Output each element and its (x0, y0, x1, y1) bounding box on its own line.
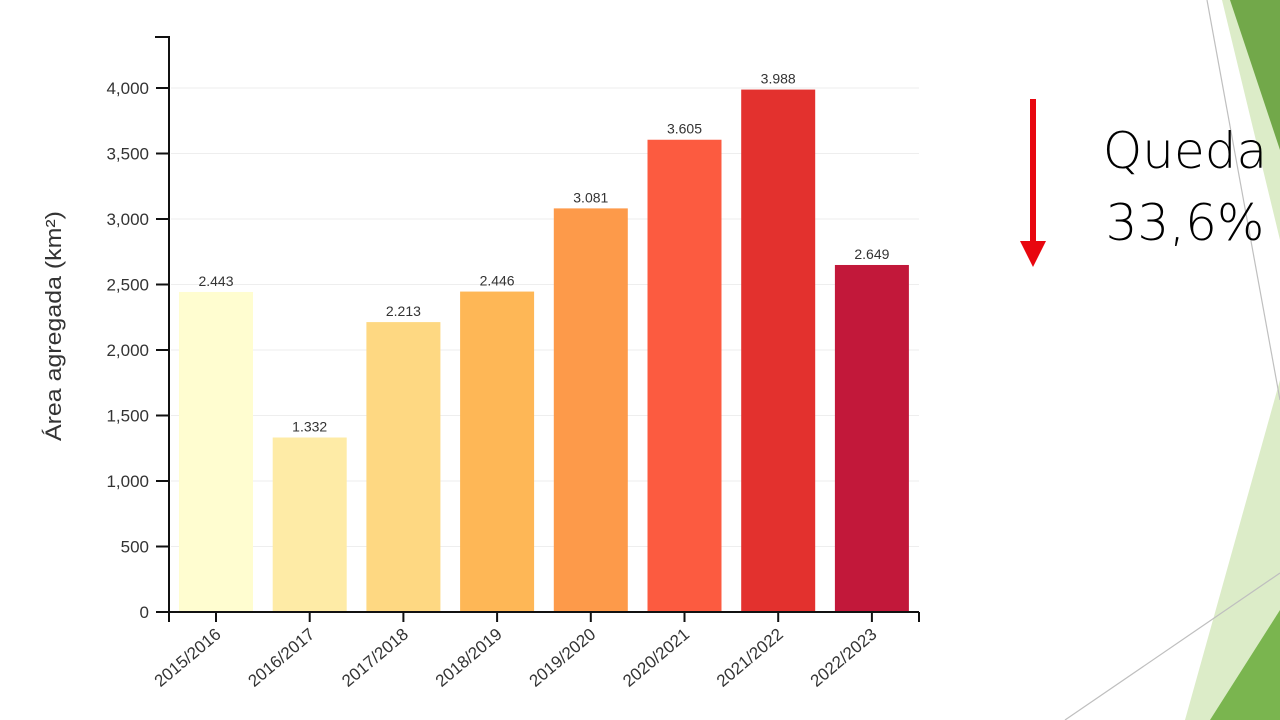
y-tick-label: 2,000 (106, 341, 149, 360)
green-triangle-bottom-dark (1210, 610, 1280, 720)
y-tick-label: 3,500 (106, 145, 149, 164)
bar (460, 291, 535, 612)
x-tick-label: 2019/2020 (526, 625, 600, 691)
x-tick-label: 2017/2018 (338, 625, 412, 691)
data-labels: 2.443 1.332 2.213 2.446 3.081 3.605 3.988 2.649 (198, 71, 889, 435)
bar (834, 264, 909, 612)
slide-decoration (1064, 0, 1280, 720)
bar-value-label: 1.332 (292, 419, 327, 435)
x-tick-label: 2018/2019 (432, 625, 506, 691)
bar-chart: 2.443 1.332 2.213 2.446 3.081 3.605 3.988 2.649… (41, 36, 920, 691)
bar-value-label: 2.649 (854, 246, 889, 262)
y-tick-label: 0 (140, 603, 149, 622)
gray-diagonal-line-1 (1206, 0, 1280, 401)
x-tick-label: 2016/2017 (244, 625, 318, 691)
x-tick-label: 2021/2022 (713, 625, 787, 691)
bar (647, 139, 722, 612)
bars (179, 89, 909, 612)
bar-value-label: 3.988 (761, 71, 796, 87)
y-tick-label: 4,000 (106, 79, 149, 98)
y-tick-label: 1,000 (106, 472, 149, 491)
y-axis-title: Área agregada (km²) (41, 211, 66, 441)
x-tick-label: 2022/2023 (807, 625, 881, 691)
y-tick-label: 500 (121, 538, 149, 557)
y-tick-label: 1,500 (106, 407, 149, 426)
bar-value-label: 2.213 (386, 303, 421, 319)
bar (741, 89, 816, 612)
green-triangle-bottom-light (1185, 380, 1280, 720)
gray-diagonal-line-2 (1064, 572, 1280, 720)
x-tick-label: 2020/2021 (619, 625, 693, 691)
annotation-percent: 33,6% (1105, 194, 1265, 252)
y-axis: 0 500 1,000 1,500 2,000 2,500 3,000 3,500 4,000 (106, 36, 170, 622)
annotation-label: Queda (1102, 122, 1268, 180)
bar-value-label: 3.081 (573, 189, 608, 205)
bar-value-label: 3.605 (667, 121, 702, 137)
x-tick-label: 2015/2016 (151, 625, 225, 691)
down-arrow-icon (1020, 99, 1046, 267)
bar-value-label: 2.446 (480, 273, 515, 289)
bar-value-label: 2.443 (198, 273, 233, 289)
bar (272, 437, 347, 612)
y-tick-label: 2,500 (106, 276, 149, 295)
bar (553, 208, 628, 612)
bar (366, 322, 441, 612)
x-axis: 2015/2016 2016/2017 2017/2018 2018/2019 2019… (151, 611, 920, 691)
y-tick-label: 3,000 (106, 210, 149, 229)
bar (179, 291, 253, 612)
green-triangle-top-dark (1230, 0, 1280, 150)
